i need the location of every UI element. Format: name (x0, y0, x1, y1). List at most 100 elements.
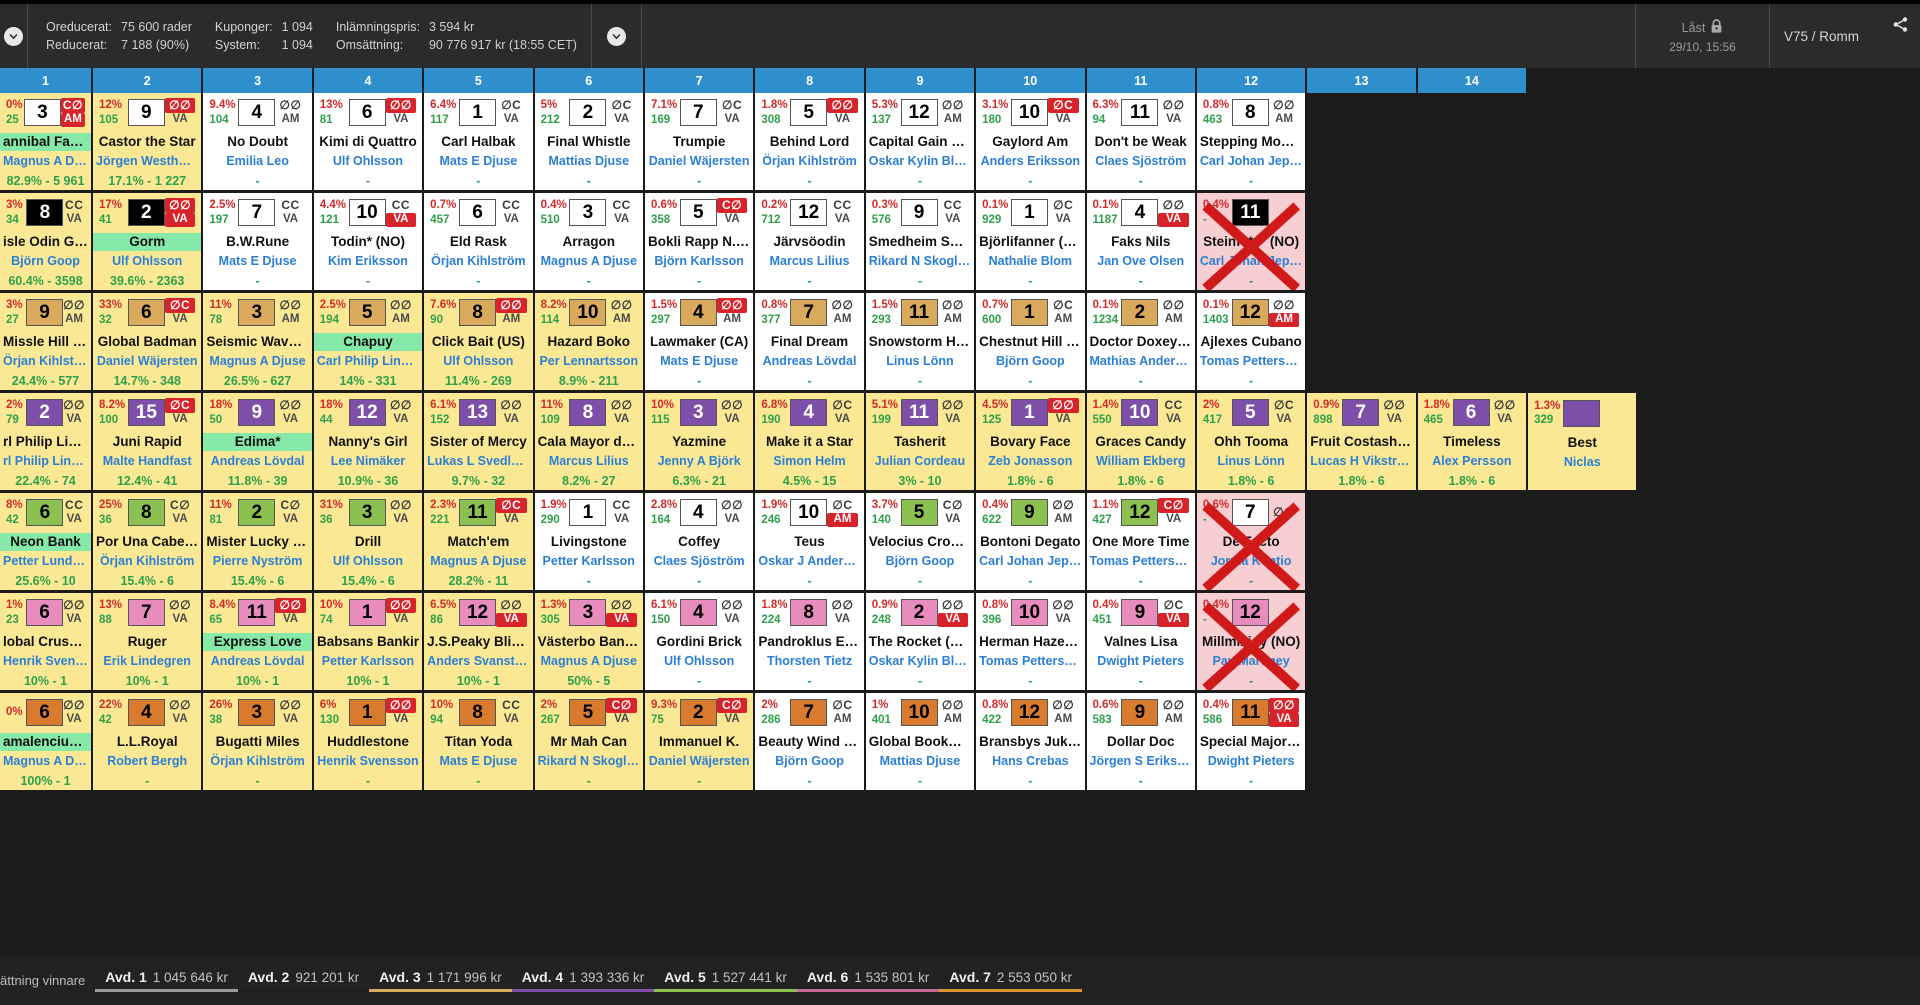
driver-name[interactable]: Jörgen Westholm (96, 153, 201, 168)
driver-name[interactable]: Robert Bergh (107, 753, 188, 768)
horse-name[interactable]: Mr Mah Can (550, 734, 628, 750)
horse-card[interactable]: 2.5% 197 7 CC VA B.W.Rune Mats E Djuse - (203, 193, 314, 290)
driver-name[interactable]: Oskar Kylin Blom (868, 153, 973, 168)
horse-card[interactable]: 2.8% 164 4 ∅∅ VA Coffey Claes Sjöström - (644, 493, 756, 590)
start-number-badge[interactable]: 2 (900, 599, 938, 627)
driver-name[interactable]: Anders Eriksson (980, 153, 1080, 168)
start-number-badge[interactable]: 4 (679, 599, 717, 627)
horse-name[interactable]: No Doubt (227, 134, 288, 150)
start-number-badge[interactable]: 10 (348, 199, 386, 227)
horse-card[interactable]: 31% 36 3 ∅∅ VA Drill Ulf Ohlsson 15.4% - 6 (313, 493, 425, 590)
driver-name[interactable]: Lukas L Svedlund (427, 453, 533, 468)
horse-name[interactable]: Ohh Tooma (1214, 434, 1289, 450)
driver-name[interactable]: Daniel Wäjersten (648, 753, 750, 768)
driver-name[interactable]: Björn Goop (995, 353, 1065, 368)
start-number-badge[interactable]: 11 (238, 599, 276, 627)
driver-name[interactable]: Oskar J Andersson (758, 553, 864, 568)
horse-name[interactable]: Valnes Lisa (1103, 634, 1178, 650)
expand-stats-button[interactable] (592, 4, 642, 68)
horse-name[interactable]: One More Time (1092, 534, 1190, 550)
driver-name[interactable]: Henrik Svensson (317, 753, 419, 768)
start-number-badge[interactable]: 9 (900, 199, 938, 227)
horse-card[interactable]: 0.4% -11 Steinfa*s* (NO) Carl Johan Jepson - (1196, 193, 1308, 290)
horse-card[interactable]: 0.4% -12 Millmixjoy (NO) Pav Maroney - (1196, 593, 1308, 690)
column-header-6[interactable]: 6 (534, 68, 645, 93)
horse-card[interactable]: 6.1% 150 4 ∅∅ VA Gordini Brick Ulf Ohlsson - (644, 593, 756, 690)
horse-name[interactable]: Bugatti Miles (215, 734, 300, 750)
horse-card[interactable]: 22% 42 4 ∅∅ VA L.L.Royal Robert Bergh - (93, 693, 204, 790)
start-number-badge[interactable]: 10 (900, 699, 938, 727)
start-number-badge[interactable]: 6 (26, 699, 64, 727)
horse-card[interactable]: 1.9% 290 1 CC VA Livingstone Petter Karlsson - (534, 493, 645, 590)
driver-name[interactable]: Marcus Lilius (769, 253, 850, 268)
horse-card[interactable]: 7.1% 169 7 ∅C VA Trumpie Daniel Wäjersten - (644, 93, 756, 190)
driver-name[interactable]: Carl Philip Lindblom (316, 353, 422, 368)
driver-name[interactable]: Jan Ove Olsen (1097, 253, 1185, 268)
payout-item[interactable]: Avd. 6 1 535 801 kr (796, 969, 940, 992)
horse-card[interactable]: 6.1% 152 13 ∅∅ VA Sister of Mercy Lukas L Sved… (424, 393, 535, 490)
horse-name[interactable]: Express Love (203, 633, 312, 651)
driver-name[interactable]: Simon Helm (773, 453, 846, 468)
horse-name[interactable]: Gaylord Am (992, 134, 1069, 150)
horse-card[interactable]: 0.1% 1187 4 ∅∅ VA Faks Nils Jan Ove Olsen - (1086, 193, 1197, 290)
horse-name[interactable]: Lawmaker (CA) (650, 334, 749, 350)
start-number-badge[interactable]: 5 (569, 699, 607, 727)
horse-card[interactable]: 11% 81 2 C∅ VA Mister Lucky Sox Pierre Nyström… (203, 493, 314, 590)
horse-card[interactable]: 1.4% 550 10 CC VA Graces Candy William Ekberg 1… (1086, 393, 1197, 490)
driver-name[interactable]: Rikard N Skoglund (537, 753, 643, 768)
horse-name[interactable]: Carl Halbak (441, 134, 516, 150)
driver-name[interactable]: Mattias Djuse (879, 753, 961, 768)
horse-name[interactable]: Steinfa*s* (NO) (1203, 234, 1300, 250)
start-number-badge[interactable]: 3 (679, 399, 717, 427)
column-header-12[interactable]: 12 (1196, 68, 1308, 93)
start-number-badge[interactable]: 2 (127, 199, 165, 227)
horse-card[interactable]: 5.3% 137 12 ∅∅ AM Capital Gain C.C. Oskar Kyli… (865, 93, 977, 190)
driver-name[interactable]: Magnus A Djuse (540, 253, 637, 268)
start-number-badge[interactable]: 13 (459, 399, 497, 427)
horse-name[interactable]: Stepping Money... (1199, 134, 1306, 150)
horse-name[interactable]: Dollar Doc (1106, 734, 1175, 750)
horse-card[interactable]: 12% 105 9 ∅∅ VA Castor the Star Jörgen Westhol… (93, 93, 204, 190)
driver-name[interactable]: Mats E Djuse (218, 253, 297, 268)
driver-name[interactable]: Rikard N Skoglund (868, 253, 975, 268)
driver-name[interactable]: Nathalie Blom (988, 253, 1072, 268)
horse-card[interactable]: 11% 109 8 ∅∅ VA Cala Mayor de B. Marcus Lilius… (534, 393, 645, 490)
horse-name[interactable]: Tasherit (894, 434, 946, 450)
start-number-badge[interactable]: 6 (127, 299, 165, 327)
horse-name[interactable]: Cala Mayor de B. (537, 434, 643, 450)
horse-card[interactable]: 6.4% 117 1 ∅C VA Carl Halbak Mats E Djuse - (424, 93, 535, 190)
horse-name[interactable]: Behind Lord (769, 134, 850, 150)
driver-name[interactable]: Ulf Ohlsson (332, 553, 404, 568)
horse-name[interactable]: Chestnut Hill (US) (979, 334, 1085, 350)
start-number-badge[interactable]: 12 (1231, 299, 1269, 327)
horse-card[interactable]: 0.1% 929 1 ∅C VA Björlifanner (NO) Nathalie Bl… (976, 193, 1087, 290)
horse-card[interactable]: 0.1% 1403 12 ∅∅ AM Ajlexes Cubano Tomas Petter… (1196, 293, 1308, 390)
start-number-badge[interactable]: 2 (1121, 299, 1159, 327)
driver-name[interactable]: Marcus Lilius (548, 453, 629, 468)
start-number-badge[interactable]: 9 (238, 399, 276, 427)
horse-name[interactable]: Velocius Crowd ... (868, 534, 975, 550)
horse-card[interactable]: 33% 32 6 ∅C VA Global Badman Daniel Wäjersten 1… (93, 293, 204, 390)
start-number-badge[interactable]: 8 (459, 299, 497, 327)
column-header-3[interactable]: 3 (203, 68, 314, 93)
horse-card[interactable]: 6.8% 190 4 ∅C VA Make it a Star Simon Helm 4.5%… (755, 393, 866, 490)
horse-card[interactable]: 18% 44 12 ∅∅ VA Nanny's Girl Lee Nimäker 10.9% … (313, 393, 425, 490)
horse-card[interactable]: 0.2% 712 12 CC VA Järvsöodin Marcus Lilius - (755, 193, 866, 290)
start-number-badge[interactable]: 12 (459, 599, 497, 627)
start-number-badge[interactable]: 15 (127, 399, 165, 427)
payout-item[interactable]: Avd. 3 1 171 996 kr (369, 969, 512, 992)
horse-name[interactable]: amalencius B.B. (0, 733, 91, 751)
driver-name[interactable]: Henrik Svensson (3, 653, 91, 668)
horse-card[interactable]: 5% 212 2 ∅C VA Final Whistle Mattias Djuse - (534, 93, 645, 190)
driver-name[interactable]: Ulf Ohlsson (332, 153, 404, 168)
horse-card[interactable]: 0.6% 583 9 ∅∅ AM Dollar Doc Jörgen S Eriksson - (1086, 693, 1197, 790)
horse-name[interactable]: Special Major* (FI) (1199, 734, 1306, 750)
horse-name[interactable]: Snowstorm Hano... (868, 334, 974, 350)
driver-name[interactable]: Andreas Lövdal (210, 453, 305, 468)
driver-name[interactable]: Jorma Kontio (1210, 553, 1292, 568)
start-number-badge[interactable]: 1 (569, 499, 607, 527)
driver-name[interactable]: Per Lennartsson (539, 353, 639, 368)
